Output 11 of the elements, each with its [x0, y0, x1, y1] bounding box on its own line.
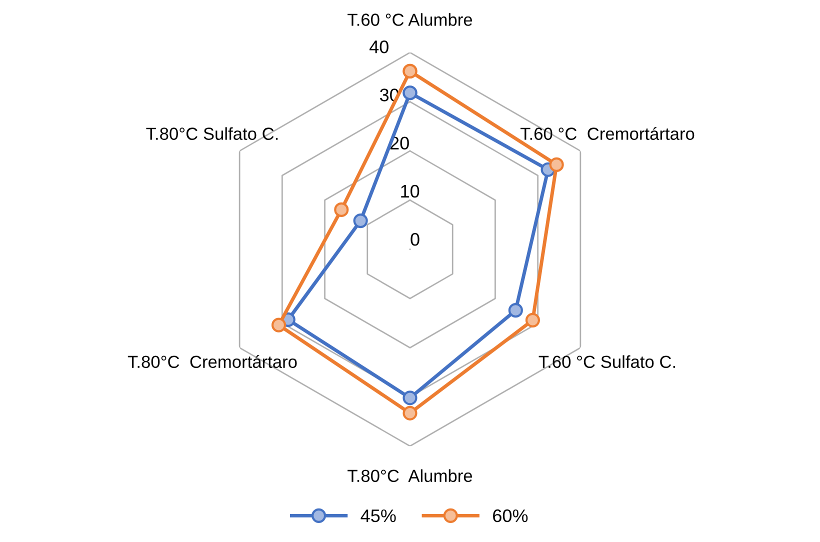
spoke-label: T.60 °C Sulfato C. [538, 355, 675, 368]
y-tick-label: 10 [401, 184, 420, 198]
spoke-label: T.60 °C Cremortártaro [520, 127, 694, 140]
spoke-label: T.60 °C Alumbre [348, 13, 472, 26]
y-tick-label: 0 [410, 232, 420, 246]
legend-label: 60% [493, 509, 528, 522]
spoke-label: T.80°C Alumbre [348, 469, 472, 482]
spoke-label: T.80°C Cremortártaro [128, 355, 297, 368]
spoke-label: T.80°C Sulfato C. [146, 127, 278, 140]
legend-label: 45% [360, 509, 396, 522]
y-tick-label: 40 [370, 40, 388, 54]
